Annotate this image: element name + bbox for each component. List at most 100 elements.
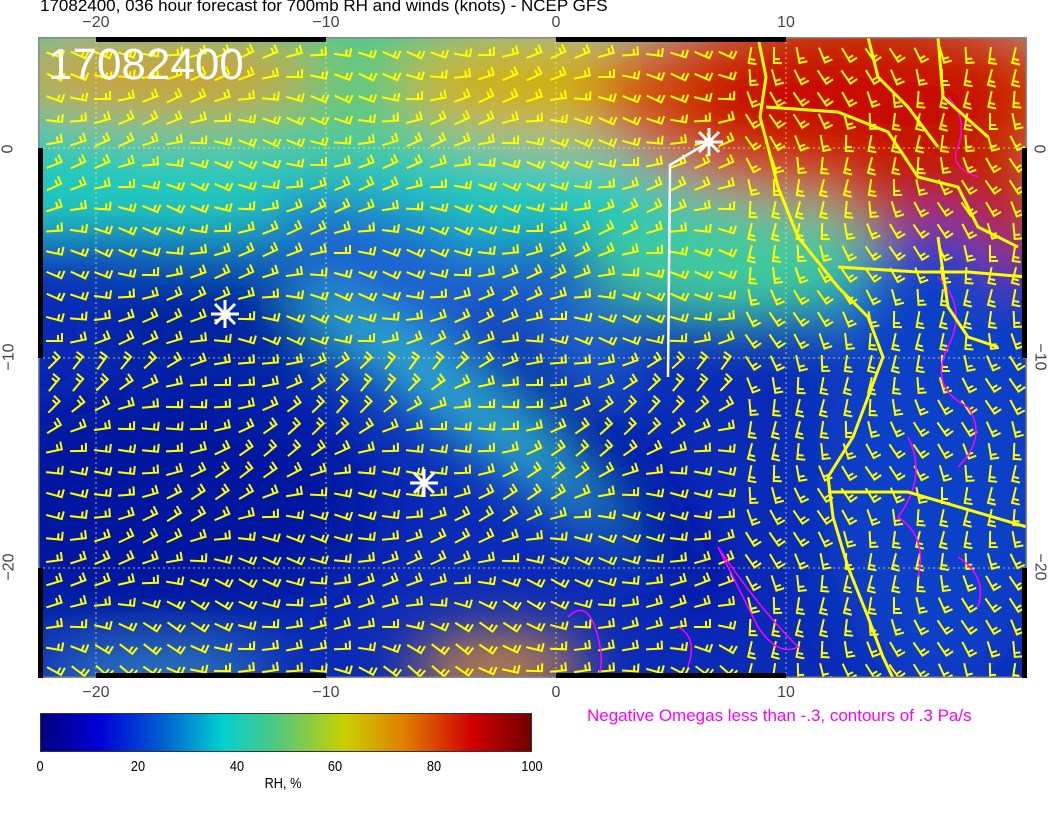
- wind-barb: [70, 132, 87, 147]
- wind-barb: [142, 484, 159, 499]
- wind-barb: [792, 531, 810, 548]
- wind-barb: [817, 113, 834, 130]
- wind-barb: [238, 417, 255, 434]
- wind-barb: [261, 199, 280, 212]
- wind-barb: [964, 46, 975, 65]
- wind-barb: [868, 200, 879, 219]
- wind-barb: [889, 641, 906, 658]
- wind-barb: [70, 50, 90, 60]
- wind-barb: [94, 550, 111, 566]
- wind-barb: [333, 640, 352, 651]
- wind-barb: [93, 177, 112, 190]
- wind-barb: [769, 553, 786, 570]
- wind-barb: [525, 398, 544, 409]
- wind-barb: [770, 223, 780, 242]
- wind-barb: [936, 223, 954, 240]
- wind-barb: [165, 576, 185, 586]
- wind-barb: [70, 418, 87, 433]
- wind-barb: [820, 574, 830, 593]
- wind-barb: [237, 90, 256, 101]
- wind-barb: [478, 666, 498, 676]
- wind-barb: [238, 600, 258, 610]
- wind-barb: [525, 353, 544, 366]
- wind-barb: [117, 288, 136, 299]
- wind-barb: [670, 572, 687, 587]
- wind-barb: [431, 643, 451, 656]
- wind-barb: [718, 248, 738, 258]
- wind-barb: [46, 198, 63, 213]
- wind-barb: [142, 599, 162, 609]
- wind-barb: [718, 71, 737, 81]
- wind-barb: [357, 222, 376, 233]
- wind-barb: [622, 373, 639, 391]
- rh-wind-map: [38, 37, 1027, 678]
- wind-barb: [865, 69, 882, 86]
- wind-barb: [961, 641, 978, 658]
- colorbar-tick: 0: [36, 758, 44, 775]
- wind-barb: [501, 45, 519, 58]
- wind-barb: [622, 94, 642, 104]
- wind-barb: [214, 578, 234, 589]
- wind-barb: [502, 483, 519, 501]
- wind-barb: [358, 175, 375, 192]
- wind-barb: [334, 176, 351, 192]
- wind-barb: [960, 619, 978, 635]
- wind-barb: [772, 266, 783, 285]
- wind-barb: [189, 664, 209, 674]
- wind-barb: [550, 66, 567, 81]
- wind-barb: [963, 530, 973, 550]
- wind-barb: [358, 511, 377, 521]
- wind-barb: [795, 178, 805, 198]
- wind-barb: [69, 112, 88, 123]
- wind-barb: [769, 135, 786, 152]
- wind-barb: [141, 67, 160, 80]
- wind-barb: [696, 350, 709, 370]
- wind-barb: [382, 418, 399, 433]
- wind-barb: [694, 72, 714, 82]
- wind-barb: [573, 619, 592, 629]
- wind-barb: [430, 506, 447, 521]
- wind-barb: [142, 527, 159, 544]
- wind-barb: [286, 534, 306, 544]
- wind-barb: [358, 666, 378, 677]
- wind-barb: [796, 662, 807, 678]
- wind-barb: [310, 534, 330, 544]
- wind-barb: [165, 157, 184, 168]
- wind-barb: [622, 314, 642, 324]
- wind-barb: [70, 291, 90, 301]
- wind-barb: [142, 621, 162, 633]
- wind-barb: [334, 269, 353, 279]
- lon-tick-top: −10: [312, 14, 340, 31]
- wind-barb: [213, 333, 232, 343]
- wind-barb: [888, 443, 906, 460]
- wind-barb: [671, 394, 685, 414]
- wind-barb: [285, 510, 305, 520]
- wind-barb: [694, 270, 714, 280]
- wind-barb: [793, 289, 810, 306]
- wind-barb: [597, 178, 616, 189]
- wind-barb: [502, 182, 522, 192]
- wind-barb: [384, 372, 397, 392]
- wind-barb: [117, 465, 136, 476]
- wind-barb: [599, 417, 614, 436]
- wind-barb: [1009, 553, 1026, 570]
- wind-barb: [286, 395, 302, 413]
- wind-barb: [429, 178, 448, 189]
- wind-barb: [334, 511, 354, 521]
- wind-barb: [526, 203, 545, 213]
- wind-barb: [502, 352, 519, 367]
- wind-barb: [573, 375, 592, 388]
- wind-barb: [549, 531, 568, 541]
- wind-barb: [165, 551, 184, 564]
- wind-barb: [550, 264, 567, 280]
- wind-barb: [744, 135, 762, 151]
- wind-barb: [309, 267, 328, 277]
- wind-barb: [892, 376, 902, 395]
- wind-barb: [381, 92, 401, 102]
- wind-barb: [795, 596, 805, 616]
- wind-barb: [964, 464, 975, 483]
- wind-barb: [717, 91, 736, 101]
- wind-barb: [166, 621, 186, 634]
- wind-barb: [142, 109, 159, 126]
- wind-barb: [892, 596, 903, 615]
